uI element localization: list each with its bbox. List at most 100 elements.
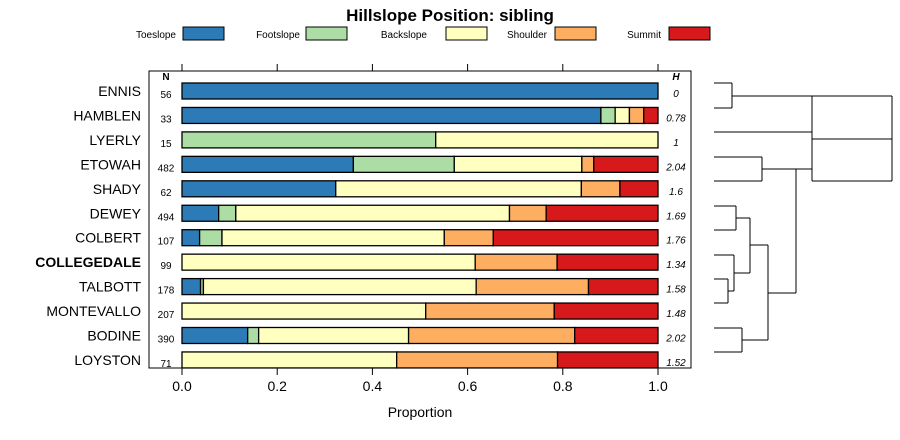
row-label: COLBERT xyxy=(75,230,141,246)
legend-item: Summit xyxy=(627,26,711,41)
row-h-value: 1.34 xyxy=(666,260,686,271)
row-label: MONTEVALLO xyxy=(46,303,141,319)
row-n-value: 107 xyxy=(158,237,175,248)
bar-segment xyxy=(257,326,410,345)
row-n-value: 62 xyxy=(160,188,172,199)
legend-label: Summit xyxy=(627,30,661,41)
row-h-value: 0 xyxy=(673,89,679,100)
bar-row: DEWEY 494 1.69 xyxy=(90,204,686,223)
bar-segment xyxy=(453,155,583,174)
row-n-value: 482 xyxy=(158,163,175,174)
legend-swatch xyxy=(305,26,348,41)
legend-label: Shoulder xyxy=(507,30,548,41)
row-label: HAMBLEN xyxy=(73,107,141,123)
bar-segment xyxy=(443,229,494,247)
bar-row: COLBERT 107 1.76 xyxy=(75,229,686,248)
bar-row: SHADY 62 1.6 xyxy=(93,180,683,199)
row-label: DEWEY xyxy=(90,205,142,221)
row-n-value: 33 xyxy=(160,114,172,125)
row-h-value: 2.02 xyxy=(665,334,686,345)
legend-label: Toeslope xyxy=(136,30,176,41)
row-h-value: 2.04 xyxy=(665,162,686,173)
h-column-header: H xyxy=(672,72,680,83)
bar-segment xyxy=(600,106,616,125)
bar-row: TALBOTT 178 1.58 xyxy=(79,277,686,297)
row-h-value: 1.52 xyxy=(666,358,686,369)
legend: Toeslope Footslope Backslope Shoulder Summit xyxy=(136,26,711,41)
row-label: LYERLY xyxy=(89,132,141,148)
bar-segment xyxy=(181,229,201,247)
bar-segment xyxy=(593,155,659,174)
bar-segment xyxy=(181,82,659,100)
legend-swatch xyxy=(668,26,711,41)
row-label: ETOWAH xyxy=(80,156,141,172)
bar-segment xyxy=(181,351,398,369)
bar-row: ENNIS 56 0 xyxy=(98,82,679,101)
bar-segment xyxy=(556,253,659,271)
legend-swatch xyxy=(182,26,225,41)
bar-row: MONTEVALLO 207 1.48 xyxy=(46,302,686,321)
bar-segment xyxy=(181,131,437,149)
legend-item: Footslope xyxy=(256,26,348,41)
row-h-value: 1.48 xyxy=(666,309,686,320)
legend-swatch xyxy=(554,26,597,41)
bar-segment xyxy=(553,302,659,320)
row-h-value: 1.69 xyxy=(666,211,686,222)
chart-title: Hillslope Position: sibling xyxy=(346,6,554,25)
bar-segment xyxy=(587,277,659,296)
bar-segment xyxy=(181,155,355,174)
legend-label: Backslope xyxy=(381,30,428,41)
legend-swatch xyxy=(445,26,488,41)
x-tick-label: 0.4 xyxy=(363,378,383,394)
bar-segment xyxy=(181,106,602,125)
bar-segment xyxy=(508,204,547,222)
row-label: SHADY xyxy=(93,181,142,197)
row-n-value: 178 xyxy=(158,286,175,297)
bar-segment xyxy=(628,106,645,125)
bar-segment xyxy=(181,302,427,320)
bar-segment xyxy=(407,326,576,345)
bar-segment xyxy=(218,204,237,222)
row-h-value: 1.58 xyxy=(666,285,686,296)
row-n-value: 390 xyxy=(158,335,175,346)
x-tick-label: 0.6 xyxy=(458,378,478,394)
bar-segment xyxy=(492,229,659,247)
bar-segment xyxy=(181,180,337,198)
row-label: BODINE xyxy=(87,328,141,344)
legend-label: Footslope xyxy=(256,30,300,41)
row-n-value: 71 xyxy=(160,359,172,370)
x-axis: 0.0 0.2 0.4 0.6 0.8 1.0 xyxy=(172,64,668,394)
row-label: LOYSTON xyxy=(74,352,141,368)
n-column-header: N xyxy=(162,72,169,83)
bar-segment xyxy=(335,180,583,198)
bar-row: ETOWAH 482 2.04 xyxy=(80,155,686,174)
bar-segment xyxy=(574,326,659,345)
bar-segment xyxy=(580,180,621,198)
x-tick-label: 1.0 xyxy=(648,378,668,394)
bar-segment xyxy=(581,155,595,174)
bar-segment xyxy=(181,253,476,271)
row-label: TALBOTT xyxy=(79,279,141,295)
row-n-value: 207 xyxy=(158,310,175,321)
bar-segment xyxy=(475,277,590,296)
bar-segment xyxy=(435,131,659,149)
legend-item: Backslope xyxy=(381,26,488,41)
bar-segment xyxy=(545,204,659,222)
bar-rows: ENNIS 56 0 HAMBLEN 33 0.78 LYERLY 15 1 ETOWAH 482 2… xyxy=(35,82,686,370)
x-tick-label: 0.8 xyxy=(553,378,573,394)
bar-segment xyxy=(614,106,631,125)
bar-row: HAMBLEN 33 0.78 xyxy=(73,106,686,125)
row-h-value: 1.6 xyxy=(669,187,683,198)
bar-segment xyxy=(425,302,555,320)
bar-segment xyxy=(396,351,559,369)
row-n-value: 494 xyxy=(158,212,175,223)
bar-row: LYERLY 15 1 xyxy=(89,131,679,150)
row-h-value: 1 xyxy=(673,138,679,149)
row-n-value: 15 xyxy=(160,139,172,150)
bar-row: COLLEGEDALE 99 1.34 xyxy=(35,253,686,272)
x-axis-title: Proportion xyxy=(388,404,453,420)
bar-segment xyxy=(181,277,202,296)
bar-segment xyxy=(235,204,511,222)
x-tick-label: 0.2 xyxy=(267,378,287,394)
